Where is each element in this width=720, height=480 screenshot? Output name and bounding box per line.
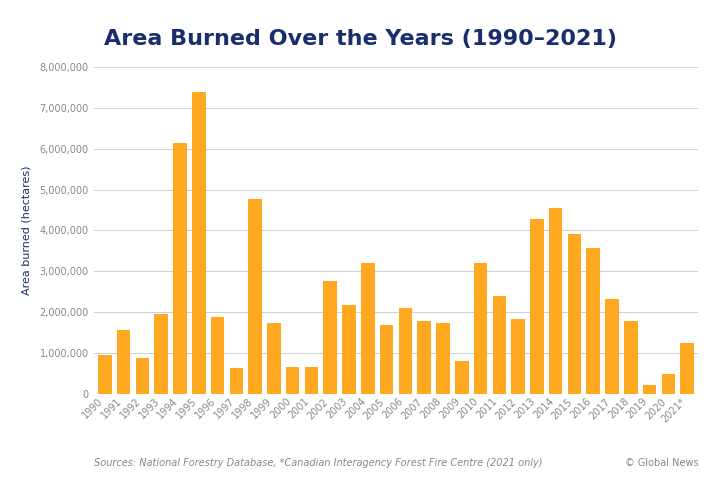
Bar: [549, 208, 562, 394]
Bar: [662, 374, 675, 394]
Bar: [248, 199, 262, 394]
Bar: [98, 355, 112, 394]
Bar: [305, 367, 318, 394]
Bar: [135, 358, 149, 394]
Bar: [587, 248, 600, 394]
Bar: [680, 343, 694, 394]
Bar: [174, 143, 186, 394]
Bar: [323, 281, 337, 394]
Bar: [567, 234, 581, 394]
Bar: [342, 305, 356, 394]
Bar: [155, 313, 168, 394]
Bar: [418, 321, 431, 394]
Bar: [211, 317, 225, 394]
Bar: [192, 93, 205, 394]
Bar: [606, 300, 618, 394]
Bar: [474, 263, 487, 394]
Bar: [511, 319, 525, 394]
Text: Area Burned Over the Years (1990–2021): Area Burned Over the Years (1990–2021): [104, 29, 616, 49]
Text: Sources: National Forestry Database, *Canadian Interagency Forest Fire Centre (2: Sources: National Forestry Database, *Ca…: [94, 457, 542, 468]
Bar: [643, 384, 657, 394]
Y-axis label: Area burned (hectares): Area burned (hectares): [21, 166, 31, 295]
Text: © Global News: © Global News: [625, 457, 698, 468]
Bar: [399, 308, 412, 394]
Bar: [436, 324, 450, 394]
Bar: [230, 368, 243, 394]
Bar: [624, 321, 637, 394]
Bar: [117, 330, 130, 394]
Bar: [530, 219, 544, 394]
Bar: [267, 324, 281, 394]
Bar: [492, 297, 506, 394]
Bar: [380, 325, 393, 394]
Bar: [361, 263, 374, 394]
Bar: [286, 367, 300, 394]
Bar: [455, 361, 469, 394]
